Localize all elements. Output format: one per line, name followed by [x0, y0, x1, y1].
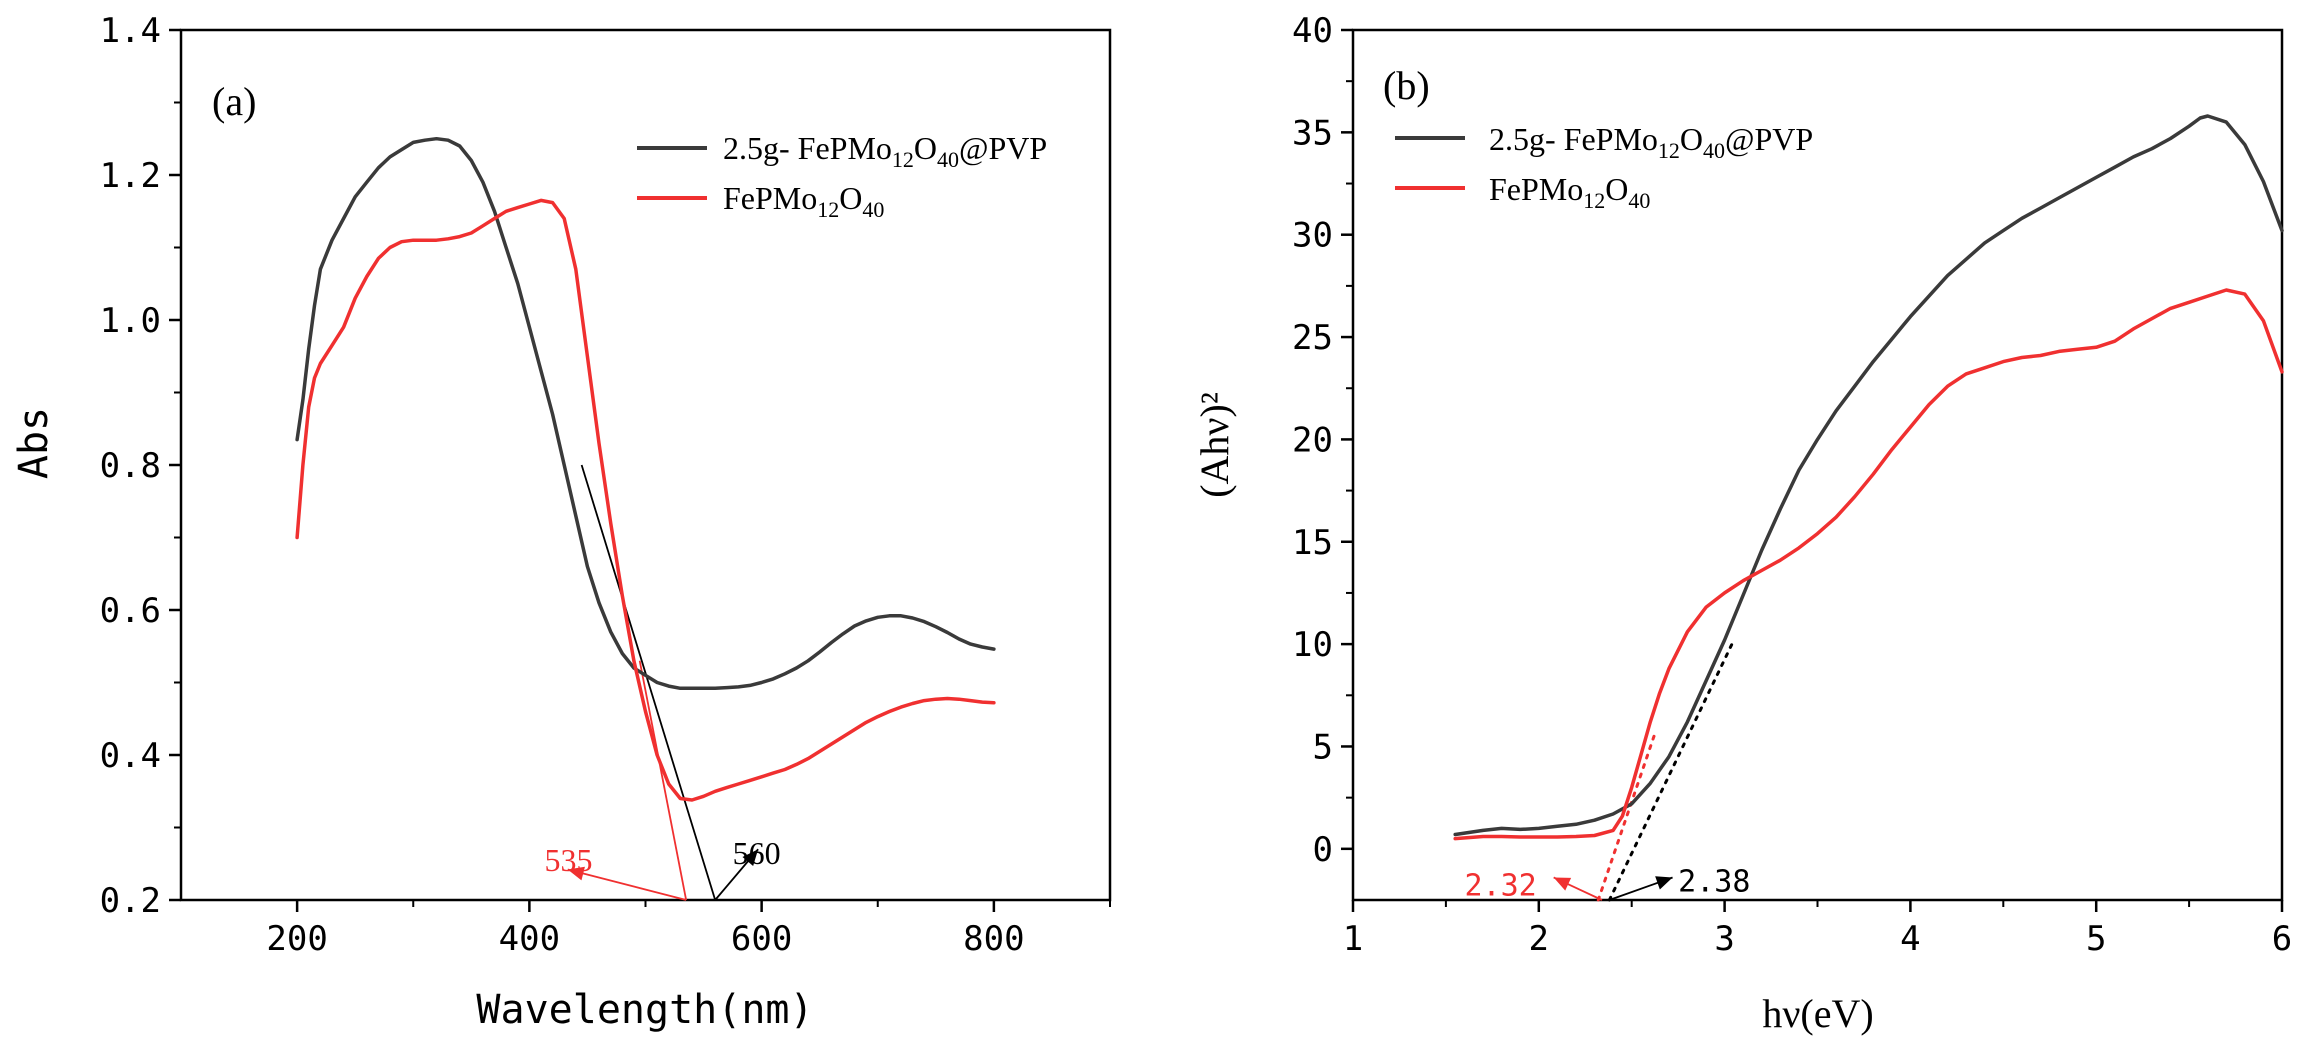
x-tick-label-b-5: 5: [2086, 919, 2106, 959]
panel-b-legend: 2.5g- FePMo12O40@PVP FePMo12O40: [1395, 121, 1813, 213]
y-tick-label-a-5: 1.2: [100, 156, 161, 196]
panel-b-label: (b): [1383, 63, 1430, 108]
panel-b-ylabel: (Ahν)²: [1192, 392, 1237, 498]
x-tick-label-b-3: 3: [1714, 919, 1734, 959]
y-tick-label-b-1: 5: [1313, 727, 1333, 767]
legend-a-label-pvp: 2.5g- FePMo12O40@PVP: [723, 130, 1047, 172]
y-tick-label-b-7: 35: [1292, 113, 1333, 153]
y-tick-label-a-0: 0.2: [100, 881, 161, 921]
series-line-a-1: [295, 198, 996, 802]
panel-b-plot-frame: [1351, 28, 2284, 902]
tangent-line-a-1: [638, 660, 688, 901]
x-tick-label-b-4: 4: [1900, 919, 1920, 959]
legend-b-label-fepmo: FePMo12O40: [1489, 171, 1650, 213]
x-tick-label-a-800: 800: [963, 919, 1024, 959]
annotation-arrow-a-0: [567, 868, 687, 901]
panel-a-label: (a): [212, 79, 256, 124]
panel-a-legend: 2.5g- FePMo12O40@PVP FePMo12O40: [637, 130, 1047, 222]
tangent-line-b-0: [1607, 638, 1736, 902]
tangent-line-a-0: [580, 464, 717, 901]
annotation-arrowhead-b-1: [1655, 876, 1673, 890]
x-tick-label-b-6: 6: [2272, 919, 2292, 959]
panel-b-xlabel: hν(eV): [1762, 991, 1873, 1036]
x-tick-label-a-200: 200: [266, 919, 327, 959]
y-tick-label-a-1: 0.4: [100, 736, 161, 776]
y-tick-label-b-2: 10: [1292, 625, 1333, 665]
y-tick-label-b-5: 25: [1292, 318, 1333, 358]
tangent-line-b-1: [1596, 734, 1656, 902]
series-line-b-1: [1453, 288, 2284, 841]
annotation-label-b-0: 2.32: [1464, 869, 1536, 904]
annotation-arrowhead-a-1: [742, 849, 759, 866]
y-tick-label-b-0: 0: [1313, 830, 1333, 870]
x-tick-label-a-600: 600: [731, 919, 792, 959]
legend-a-label-fepmo: FePMo12O40: [723, 180, 884, 222]
y-tick-label-a-2: 0.6: [100, 591, 161, 631]
series-line-b-0: [1453, 114, 2284, 837]
annotation-label-b-1: 2.38: [1678, 865, 1750, 900]
annotation-label-a-1: 560: [733, 835, 781, 871]
panel-a-ylabel: Abs: [11, 407, 57, 479]
y-tick-label-a-4: 1.0: [100, 301, 161, 341]
x-tick-label-b-2: 2: [1529, 919, 1549, 959]
panel-b: 1 2 3 4 5 6 0 5 10 15 20 25 30 35 40 2.32 2.38 (b) 2.5g…: [1192, 11, 2292, 1036]
y-tick-label-b-3: 15: [1292, 523, 1333, 563]
y-tick-label-b-8: 40: [1292, 11, 1333, 51]
annotation-arrowhead-b-0: [1553, 877, 1572, 891]
y-tick-label-a-3: 0.8: [100, 446, 161, 486]
legend-b-label-pvp: 2.5g- FePMo12O40@PVP: [1489, 121, 1813, 163]
y-tick-label-a-6: 1.4: [100, 11, 161, 51]
x-tick-label-a-400: 400: [499, 919, 560, 959]
annotation-arrowhead-a-0: [567, 866, 585, 881]
panel-a: 200 400 600 800 0.2 0.4 0.6 0.8 1.0 1.2 1.4 535 560…: [11, 11, 1112, 1033]
y-tick-label-b-4: 20: [1292, 420, 1333, 460]
series-line-a-0: [295, 136, 996, 691]
x-tick-label-b-1: 1: [1343, 919, 1363, 959]
annotation-label-a-0: 535: [544, 842, 592, 878]
panel-a-xlabel: Wavelength(nm): [476, 987, 813, 1033]
y-tick-label-b-6: 30: [1292, 216, 1333, 256]
